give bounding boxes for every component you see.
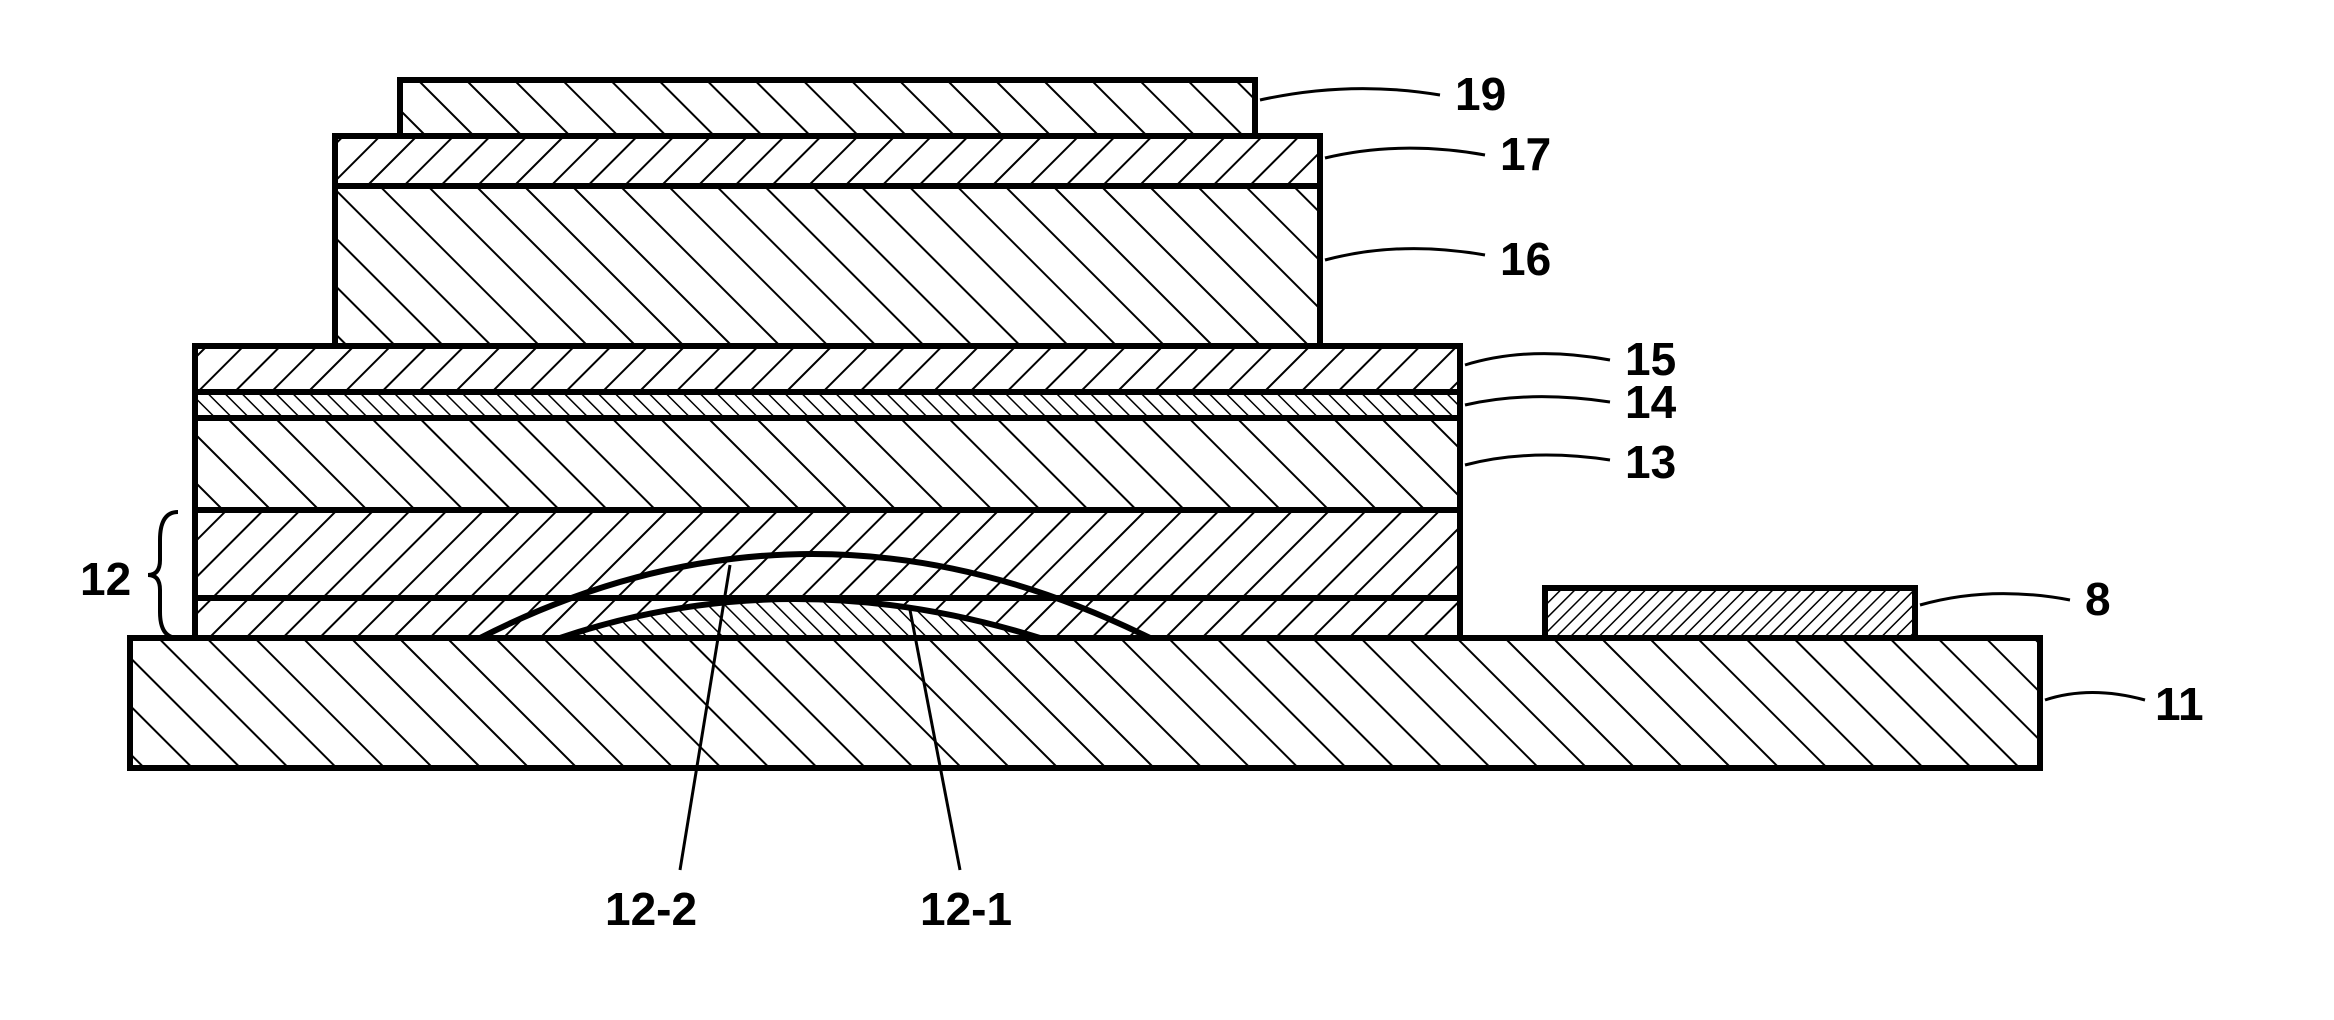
- label-17: 17: [1500, 128, 1551, 180]
- brace-12: [148, 512, 178, 638]
- layer-17: [335, 136, 1320, 186]
- label-19: 19: [1455, 68, 1506, 120]
- label-8: 8: [2085, 573, 2111, 625]
- layer-13: [195, 418, 1460, 510]
- layer-19: [400, 80, 1255, 136]
- layer-15: [195, 346, 1460, 392]
- label-11: 11: [2155, 678, 2204, 730]
- label-13: 13: [1625, 436, 1676, 488]
- layer-12: [195, 510, 1460, 638]
- cross-section-diagram: 19 17 16 15 14 13 8 11 12 12-2 12-1: [0, 0, 2334, 1020]
- layer-14: [195, 392, 1460, 418]
- layer-11: [130, 638, 2040, 768]
- block-8: [1545, 588, 1915, 638]
- label-14: 14: [1625, 376, 1677, 428]
- label-12: 12: [80, 553, 131, 605]
- label-12-1: 12-1: [920, 883, 1012, 935]
- layer-16: [335, 186, 1320, 346]
- label-16: 16: [1500, 233, 1551, 285]
- label-12-2: 12-2: [605, 883, 697, 935]
